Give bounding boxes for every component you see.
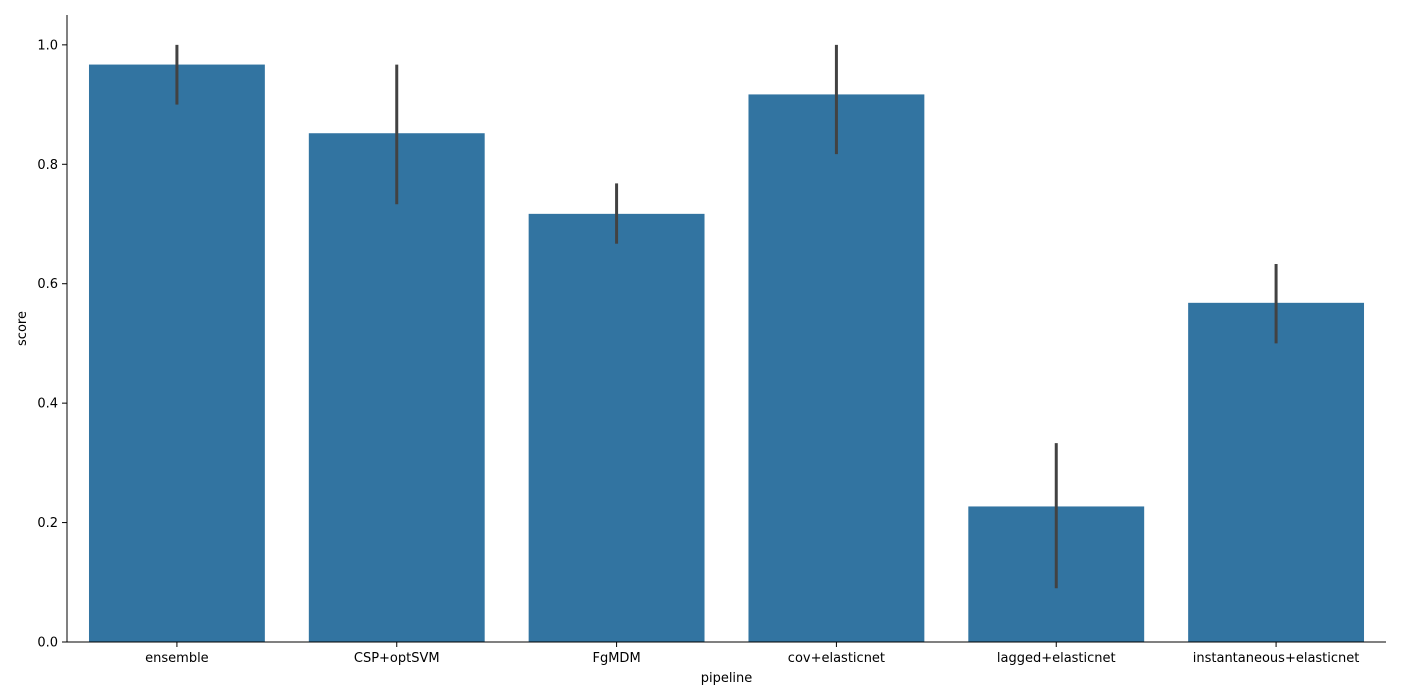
bar [88,64,265,642]
bar [528,213,705,642]
y-tick-label: 0.2 [37,516,58,531]
bar [748,94,925,643]
y-tick-label: 0.4 [37,397,58,412]
y-tick-label: 1.0 [37,38,58,53]
x-axis-label: pipeline [701,671,753,686]
x-tick-label: instantaneous+elasticnet [1193,651,1360,666]
y-tick-label: 0.0 [37,636,58,651]
bar [1188,302,1365,642]
y-axis-label: score [15,311,30,346]
bar [308,133,485,642]
y-tick-label: 0.6 [37,277,58,292]
x-tick-label: cov+elasticnet [788,651,885,666]
x-tick-label: ensemble [145,651,209,666]
x-tick-label: CSP+optSVM [354,651,440,666]
bars-layer [88,64,1365,643]
y-ticks: 0.0 0.2 0.4 0.6 0.8 1.0 [37,38,67,651]
error-bars-layer [175,44,1278,589]
x-tick-label: FgMDM [592,651,640,666]
x-tick-label: lagged+elasticnet [997,651,1116,666]
y-tick-label: 0.8 [37,158,58,173]
x-ticks: ensemble CSP+optSVM FgMDM cov+elasticnet lag… [145,642,1359,666]
